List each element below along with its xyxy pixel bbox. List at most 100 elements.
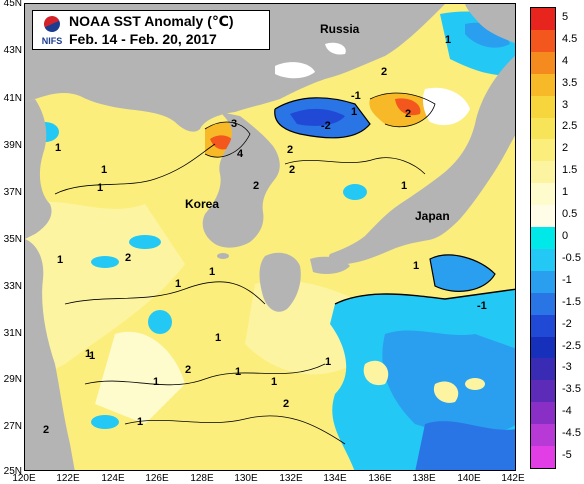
contour-label: 1 — [175, 278, 182, 290]
land-jeju — [217, 253, 229, 259]
lat-label-39n: 39N — [3, 140, 22, 151]
colorbar-tick-label: 3.5 — [562, 76, 578, 89]
contour-label: 1 — [137, 416, 144, 428]
lat-label-33n: 33N — [3, 281, 22, 292]
contour-line-north — [369, 92, 436, 128]
map-date-range: Feb. 14 - Feb. 20, 2017 — [69, 31, 217, 47]
contour-label: 1 — [85, 348, 92, 360]
contour-label: 1 — [215, 332, 222, 344]
contour-label: -2 — [321, 120, 331, 132]
colorbar-cell — [531, 336, 555, 359]
lat-label-25n: 25N — [3, 466, 22, 477]
lon-label-142e: 142E — [501, 473, 525, 484]
cool-deepest-region — [415, 421, 515, 470]
colorbar-cell — [531, 205, 555, 228]
contour-line-korea — [204, 121, 251, 158]
sst-anomaly-map: 1 2 3 4 2 1 2 -2 1 1 2 1 1 -1 1 2 1 1 1 … — [24, 3, 516, 471]
lon-label-134e: 134E — [323, 473, 347, 484]
contour-line-east-japan — [429, 254, 496, 292]
cool-core-east-sea — [290, 108, 345, 126]
colorbar-cell — [531, 424, 555, 447]
land-china-coast — [25, 239, 75, 470]
nifs-logo-text: NIFS — [41, 36, 63, 46]
colorbar-cell — [531, 161, 555, 184]
contour-label: 1 — [89, 350, 96, 362]
ice-patch-2 — [422, 87, 470, 126]
cool-blob-1 — [129, 235, 161, 249]
colorbar — [530, 7, 556, 469]
hot-patch-north — [395, 98, 421, 116]
contour-label: 2 — [289, 164, 296, 176]
lon-label-124e: 124E — [101, 473, 125, 484]
lat-label-35n: 35N — [3, 234, 22, 245]
colorbar-cell — [531, 117, 555, 140]
colorbar-tick-label: 1 — [562, 186, 569, 199]
lon-label-136e: 136E — [368, 473, 392, 484]
contour-line-zero — [334, 288, 515, 305]
colorbar-tick-label: -2 — [562, 317, 572, 330]
colorbar-tick-label: -3 — [562, 361, 572, 374]
lon-label-140e: 140E — [457, 473, 481, 484]
contour-label: 1 — [351, 106, 358, 118]
lat-label-43n: 43N — [3, 45, 22, 56]
colorbar-cell — [531, 227, 555, 250]
contour-label: -1 — [351, 90, 361, 102]
colorbar-cell — [531, 248, 555, 272]
colorbar-tick-label: 4.5 — [562, 32, 578, 45]
colorbar-tick-label: -1.5 — [562, 295, 581, 308]
warm-island-1 — [363, 360, 389, 386]
colorbar-cell — [531, 292, 555, 316]
colorbar-tick-label: -1 — [562, 273, 572, 286]
colorbar-cell — [531, 95, 555, 118]
contour-label: 1 — [413, 260, 420, 272]
contour-label: 4 — [237, 148, 244, 160]
lat-label-41n: 41N — [3, 93, 22, 104]
colorbar-tick-label: 2.5 — [562, 120, 578, 133]
lon-label-132e: 132E — [279, 473, 303, 484]
colorbar-cell — [531, 8, 555, 31]
contour-label: 1 — [153, 376, 160, 388]
cool-blob-4 — [91, 415, 119, 429]
colorbar-tick-label: -3.5 — [562, 383, 581, 396]
colorbar-cell — [531, 358, 555, 381]
contour-line — [54, 143, 216, 195]
cool-blob-2 — [91, 256, 119, 268]
lon-label-126e: 126E — [145, 473, 169, 484]
cool-core-northeast — [465, 22, 510, 48]
map-title-box: NIFS NOAA SST Anomaly (℃) Feb. 14 - Feb.… — [32, 10, 270, 50]
colorbar-cell — [531, 29, 555, 53]
cool-blob-3 — [148, 310, 172, 334]
place-label-russia: Russia — [320, 22, 360, 36]
warm-lightest-patch — [95, 331, 185, 424]
ice-patch-3 — [325, 42, 346, 55]
lon-label-120e: 120E — [12, 473, 36, 484]
map-title: NOAA SST Anomaly (℃) — [69, 13, 234, 29]
land-japan-honshu — [328, 55, 515, 265]
cool-patch-east-japan — [430, 254, 495, 292]
lon-label-128e: 128E — [190, 473, 214, 484]
contour-label: 2 — [185, 364, 192, 376]
contour-label: 1 — [209, 266, 216, 278]
contour-label: 1 — [55, 142, 62, 154]
land-shandong — [25, 99, 52, 239]
lon-label-138e: 138E — [412, 473, 436, 484]
lon-label-130e: 130E — [234, 473, 258, 484]
colorbar-cell — [531, 139, 555, 162]
colorbar-cell — [531, 402, 555, 425]
contour-label: 2 — [43, 424, 50, 436]
colorbar-cell — [531, 380, 555, 403]
contour-label: -1 — [477, 300, 487, 312]
warm-blob-pacific — [465, 378, 485, 390]
colorbar-cell — [531, 270, 555, 294]
colorbar-tick-label: 1.5 — [562, 164, 578, 177]
contour-lines — [54, 92, 515, 445]
contour-label: 2 — [405, 108, 412, 120]
contour-label: 2 — [125, 252, 132, 264]
colorbar-tick-label: 0 — [562, 230, 569, 242]
colorbar-tick-label: -2.5 — [562, 339, 581, 352]
contour-label: 1 — [271, 376, 278, 388]
lat-label-29n: 29N — [3, 374, 22, 385]
contour-label: 2 — [381, 66, 388, 78]
contour-label: 2 — [287, 144, 294, 156]
colorbar-tick-label: 3 — [562, 98, 569, 111]
